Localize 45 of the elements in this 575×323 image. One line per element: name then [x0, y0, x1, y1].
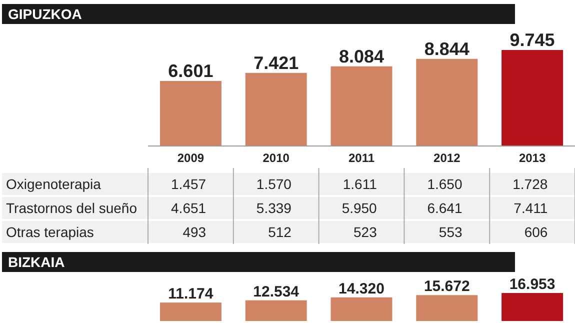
chart-title: GIPUZKOA [8, 6, 82, 22]
x-tick-label: 2009 [177, 151, 204, 165]
chart-title: BIZKAIA [8, 254, 65, 270]
bar [245, 72, 307, 146]
text: 1.650 [427, 176, 462, 192]
category-label: Oxigenoterapia [6, 176, 102, 192]
data-label: 14.320 [338, 280, 384, 298]
text: 606 [524, 224, 548, 240]
text: 7.411 [514, 200, 548, 216]
data-label: 11.174 [168, 286, 214, 303]
text: 1.570 [256, 176, 292, 192]
text: 5.339 [256, 200, 292, 216]
text: 1.611 [342, 176, 378, 192]
bar [330, 297, 392, 321]
text: 493 [182, 224, 206, 240]
text: 5.950 [342, 200, 378, 216]
x-tick-label: 2010 [262, 151, 290, 165]
x-tick-label: 2013 [518, 151, 546, 165]
text: 553 [438, 224, 462, 240]
data-label: 12.534 [253, 283, 300, 300]
data-label: 9.745 [510, 30, 555, 50]
text: 512 [268, 224, 292, 240]
bar [416, 58, 478, 146]
text: 1.457 [171, 176, 206, 192]
data-label: 8.084 [338, 46, 384, 66]
data-label: 7.421 [254, 52, 299, 73]
category-label: Trastornos del sueño [6, 200, 138, 216]
bar [160, 80, 222, 146]
data-label: 6.601 [168, 60, 214, 81]
data-label: 8.844 [424, 38, 470, 59]
text: 523 [354, 224, 378, 240]
text: 1.728 [512, 176, 548, 192]
text: 4.651 [171, 200, 206, 216]
bar [160, 302, 222, 321]
bar [502, 293, 564, 321]
bar [330, 66, 392, 146]
bar [245, 300, 307, 321]
data-label: 16.953 [509, 276, 556, 293]
data-label: 15.672 [424, 278, 470, 296]
category-label: Otras terapias [6, 224, 94, 240]
text: 6.641 [427, 200, 462, 216]
x-tick-label: 2012 [434, 151, 461, 165]
bar [416, 295, 478, 321]
x-tick-label: 2011 [348, 151, 375, 165]
bar [502, 50, 564, 146]
